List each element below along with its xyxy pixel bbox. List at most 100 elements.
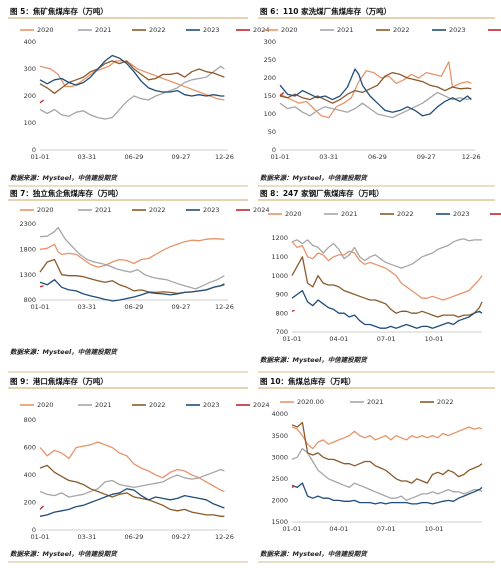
y-tick-label: 100 xyxy=(24,119,36,127)
x-tick-label: 03-31 xyxy=(78,533,97,541)
x-tick-label: 07-01 xyxy=(377,335,396,343)
chart-title: 图 10：焦煤总库存（万吨） xyxy=(260,376,356,386)
legend-label-2020: 2020 xyxy=(285,210,302,218)
x-tick-label: 10-01 xyxy=(425,335,444,343)
y-tick-label: 3500 xyxy=(271,432,288,440)
y-tick-label: 200 xyxy=(264,74,276,82)
y-tick-label: 100 xyxy=(264,110,276,118)
legend-label-2024: 2024 xyxy=(253,26,270,34)
x-tick-label: 03-31 xyxy=(78,303,97,311)
y-tick-label: 50 xyxy=(268,128,276,136)
legend-label-2020: 2020 xyxy=(37,206,54,214)
x-tick-label: 12-26 xyxy=(215,303,234,311)
legend-label-2020: 2020 xyxy=(281,26,298,34)
x-tick-label: 03-31 xyxy=(319,153,338,161)
data-source: 数据来源：Mysteel，中信建投期货 xyxy=(260,550,368,558)
y-tick-label: 1000 xyxy=(271,272,288,280)
y-tick-label: 800 xyxy=(276,309,288,317)
legend-label-2021: 2021 xyxy=(95,401,112,409)
series-line-2023 xyxy=(39,54,225,97)
series-line-2024 xyxy=(279,91,285,97)
data-source: 数据来源：Mysteel，中信建投期货 xyxy=(10,348,118,356)
y-tick-label: 300 xyxy=(24,65,36,73)
legend-label-2020: 2020 xyxy=(37,26,54,34)
legend-label-2024: 2024 xyxy=(253,401,270,409)
series-line-2023 xyxy=(39,279,225,302)
y-tick-label: 200 xyxy=(24,499,36,507)
x-tick-label: 06-29 xyxy=(368,153,387,161)
y-tick-label: 250 xyxy=(264,56,276,64)
legend-label-2021: 2021 xyxy=(337,26,354,34)
y-tick-label: 4000 xyxy=(271,410,288,418)
series-line-2024 xyxy=(39,285,44,288)
x-tick-label: 12-26 xyxy=(215,533,234,541)
legend-label-2021: 2021 xyxy=(341,210,358,218)
chart-title: 图 5：焦矿焦煤库存（万吨） xyxy=(10,6,108,16)
series-line-2023 xyxy=(291,289,483,329)
legend-label-2023: 2023 xyxy=(203,401,220,409)
y-tick-label: 2300 xyxy=(19,220,36,228)
chart-panel-2: 图 6：110 家洗煤厂焦煤库存（万吨）20202021202220232024… xyxy=(260,6,501,182)
y-tick-label: 400 xyxy=(24,38,36,46)
series-line-2020 xyxy=(291,241,483,301)
chart-title: 图 6：110 家洗煤厂焦煤库存（万吨） xyxy=(260,6,391,16)
x-tick-label: 01-01 xyxy=(31,303,50,311)
chart-title: 图 8：247 家钢厂焦煤库存（万吨） xyxy=(260,188,384,198)
legend-label-2022: 2022 xyxy=(149,401,166,409)
series-line-2024 xyxy=(39,99,44,104)
x-tick-label: 03-31 xyxy=(78,153,97,161)
y-tick-label: 900 xyxy=(276,291,288,299)
series-line-2020 xyxy=(39,238,225,268)
x-tick-label: 09-27 xyxy=(172,303,191,311)
series-line-2023 xyxy=(291,482,483,505)
chart-panel-5: 图 9：港口焦煤库存（万吨） 2020 2021 2022 2023 2024 0 200 40… xyxy=(10,376,270,558)
y-tick-label: 1500 xyxy=(271,518,288,526)
series-line-2020 xyxy=(39,441,225,493)
legend-label-2021: 2021 xyxy=(367,398,384,406)
series-line-2021 xyxy=(39,468,225,498)
x-tick-label: 12-26 xyxy=(462,153,481,161)
y-tick-label: 2000 xyxy=(271,497,288,505)
y-tick-label: 0 xyxy=(272,146,276,154)
y-tick-label: 200 xyxy=(24,92,36,100)
y-tick-label: 0 xyxy=(32,526,36,534)
chart-title: 图 9：港口焦煤库存（万吨） xyxy=(10,376,108,386)
series-line-2021 xyxy=(291,238,482,269)
x-tick-label: 10-01 xyxy=(425,525,444,533)
data-source: 数据来源：Mysteel，中信建投期货 xyxy=(260,174,368,182)
y-tick-label: 1200 xyxy=(271,234,288,242)
x-tick-label: 06-29 xyxy=(125,153,144,161)
y-tick-label: 1100 xyxy=(271,253,288,261)
series-line-2023 xyxy=(39,488,225,517)
series-line-2022 xyxy=(39,464,225,517)
legend-label-2021: 2021 xyxy=(95,206,112,214)
x-tick-label: 04-01 xyxy=(329,335,348,343)
y-tick-label: 2500 xyxy=(271,475,288,483)
series-line-2024 xyxy=(39,505,45,510)
y-tick-label: 600 xyxy=(24,444,36,452)
legend-label-2022: 2022 xyxy=(149,26,166,34)
y-tick-label: 400 xyxy=(24,471,36,479)
y-tick-label: 700 xyxy=(276,328,288,336)
x-tick-label: 01-01 xyxy=(31,153,50,161)
y-tick-label: 1800 xyxy=(19,246,36,254)
x-tick-label: 06-29 xyxy=(125,303,144,311)
series-line-2022 xyxy=(39,60,225,94)
legend-label-2023: 2023 xyxy=(453,210,470,218)
x-tick-label: 04-01 xyxy=(329,525,348,533)
series-line-2022 xyxy=(291,256,483,318)
legend-label-2023: 2023 xyxy=(203,206,220,214)
chart-panel-1: 图 5：焦矿焦煤库存（万吨） 2020 2021 2022 2023 2024 0 100 20… xyxy=(10,6,270,182)
legend-label-2023: 2023 xyxy=(449,26,466,34)
legend-label-2022: 2022 xyxy=(149,206,166,214)
legend-label-2020: 2020 xyxy=(37,401,54,409)
data-source: 数据来源：Mysteel，中信建投期货 xyxy=(260,356,368,364)
series-line-2024 xyxy=(291,485,295,488)
legend-label-2022: 2022 xyxy=(393,26,410,34)
legend-label-2023: 2023 xyxy=(203,26,220,34)
legend-label-2022: 2022 xyxy=(437,398,454,406)
x-tick-label: 01-01 xyxy=(271,153,290,161)
x-tick-label: 09-27 xyxy=(172,153,191,161)
legend-label-2024: 2024 xyxy=(253,206,270,214)
x-tick-label: 06-29 xyxy=(125,533,144,541)
